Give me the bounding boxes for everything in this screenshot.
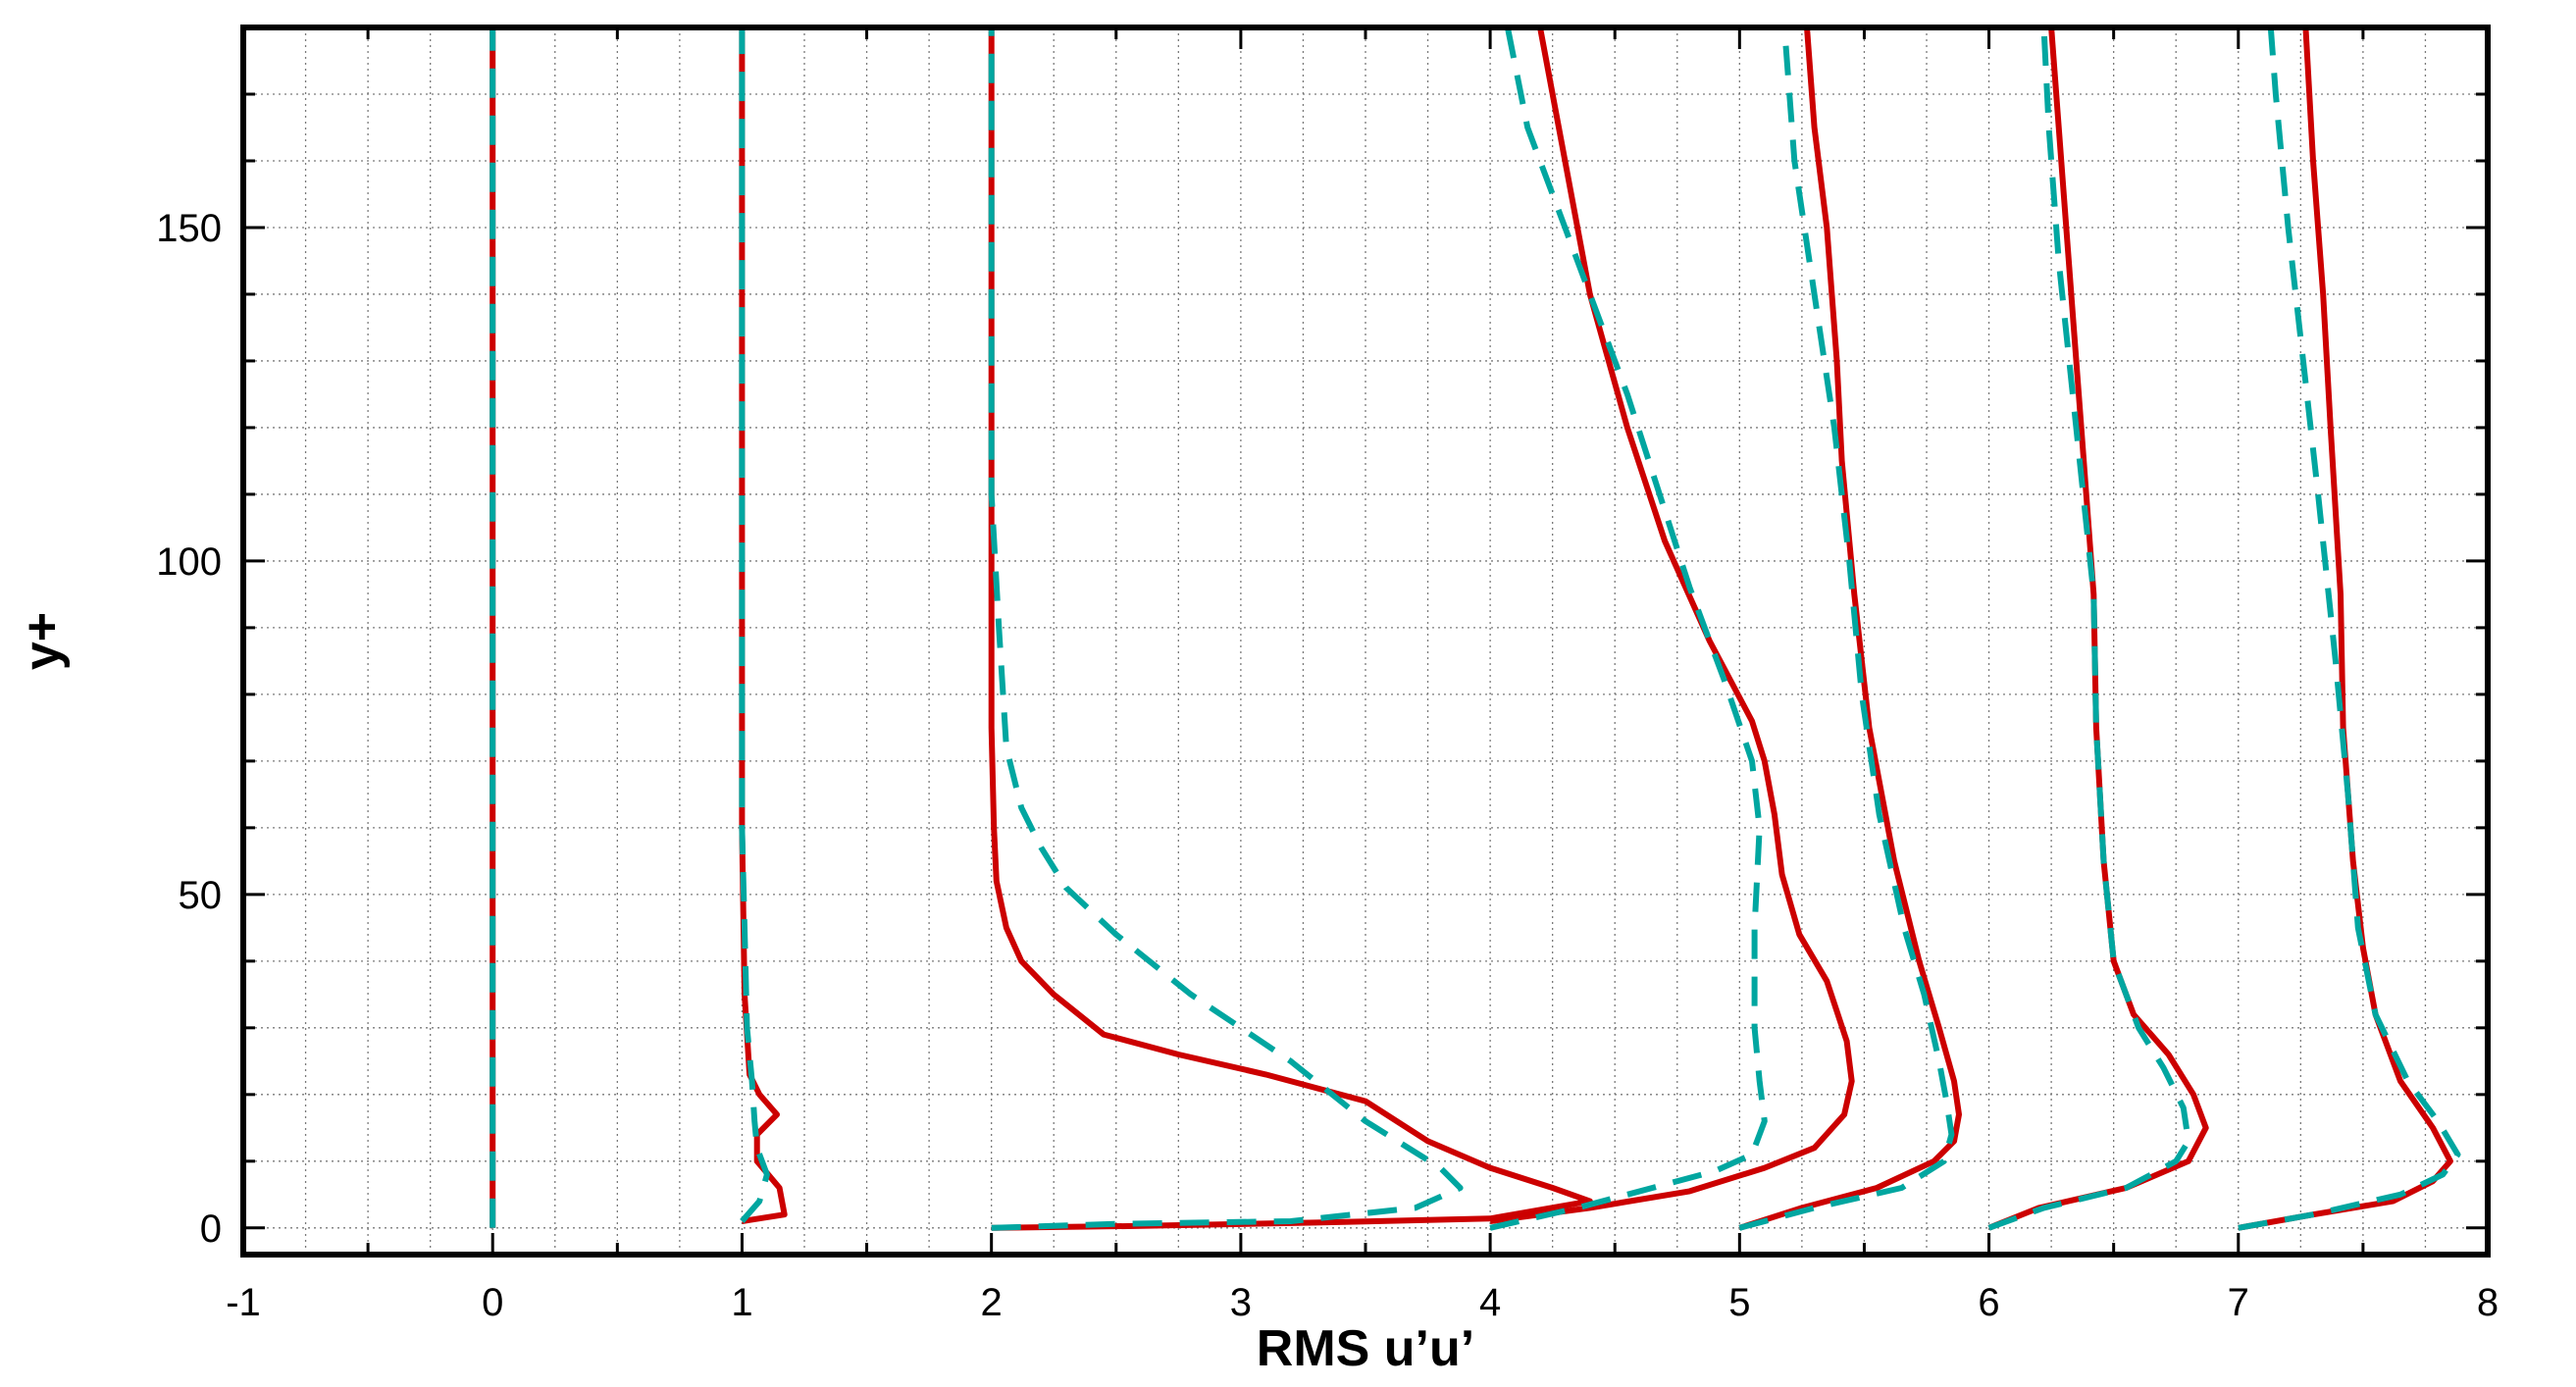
- solid-series-line-5: [1738, 26, 1962, 1231]
- y-tick-label: 100: [156, 540, 222, 584]
- y-tick-label: 150: [156, 207, 222, 250]
- dashed-series-line-2: [988, 27, 1464, 1231]
- x-tick-label: 4: [1479, 1281, 1501, 1324]
- y-axis-title: y+: [14, 612, 71, 670]
- x-tick-label: 0: [482, 1281, 503, 1324]
- x-axis-title: RMS u’u’: [1257, 1320, 1474, 1377]
- dashed-series-line-4: [1489, 26, 1768, 1231]
- dashed-series-line-5: [1738, 26, 1955, 1231]
- y-tick-label: 0: [200, 1207, 222, 1251]
- solid-series-line-2: [988, 27, 1593, 1231]
- dashed-series-line-1: [739, 27, 770, 1223]
- dashed-series-line-6: [1987, 26, 2191, 1231]
- dashed-series-line-7: [2238, 26, 2461, 1231]
- x-tick-labels: -1 0 1 2 3 4 5 6 7 8: [226, 1281, 2499, 1324]
- solid-series-line-7: [2238, 26, 2453, 1231]
- x-tick-label: 2: [981, 1281, 1003, 1324]
- grid: [242, 26, 2489, 1255]
- plot-frame: [240, 25, 2491, 1258]
- x-tick-label: 1: [731, 1281, 752, 1324]
- x-tick-label: 6: [1978, 1281, 1999, 1324]
- y-tick-label: 50: [179, 874, 223, 917]
- solid-series-line-4: [1489, 26, 1855, 1224]
- x-tick-label: 7: [2228, 1281, 2249, 1324]
- y-tick-labels: 0 50 100 150: [156, 207, 222, 1251]
- x-tick-label: 3: [1230, 1281, 1252, 1324]
- x-tick-label: 5: [1728, 1281, 1750, 1324]
- x-tick-label: 8: [2477, 1281, 2499, 1324]
- series-group: [489, 26, 2461, 1231]
- x-tick-label: -1: [226, 1281, 261, 1324]
